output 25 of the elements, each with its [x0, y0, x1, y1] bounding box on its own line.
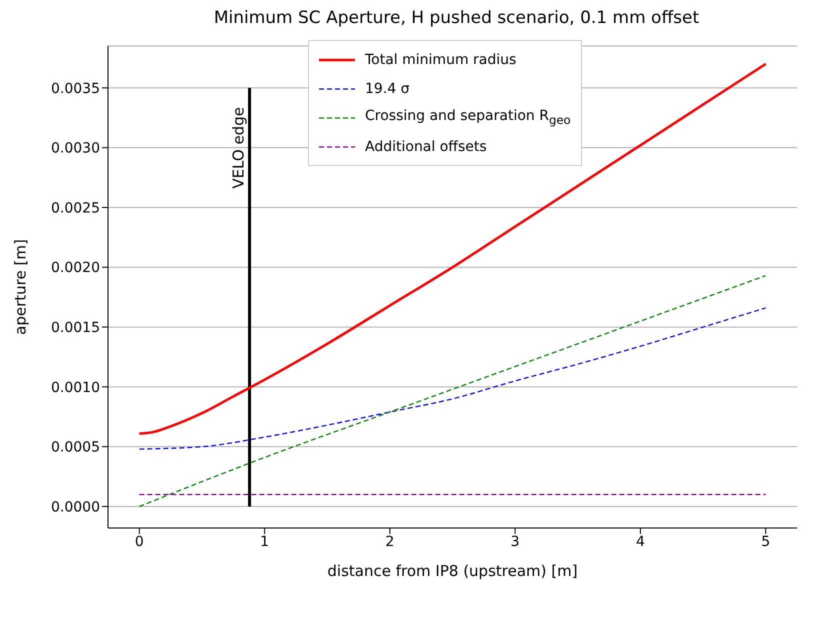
y-tick-label: 0.0015	[51, 320, 100, 336]
x-tick-label: 2	[385, 534, 394, 550]
legend-label: Total minimum radius	[365, 52, 516, 68]
y-tick-label: 0.0010	[51, 380, 100, 396]
legend-label: Crossing and separation R$_{geo}$	[365, 108, 571, 127]
y-axis-title: aperture [m]	[11, 239, 30, 335]
y-tick-label: 0.0020	[51, 260, 100, 276]
chart-title: Minimum SC Aperture, H pushed scenario, 0.1 mm offset	[212, 8, 700, 30]
line-series	[138, 307, 766, 450]
x-tick-label: 1	[260, 534, 270, 550]
y-tick-label: 0.0000	[51, 499, 100, 516]
x-tick-label: 3	[510, 534, 520, 550]
x-tick-label: 0	[134, 534, 144, 550]
y-tick-label: 0.0025	[51, 200, 100, 216]
line-series	[138, 275, 766, 508]
ref-line-label: VELO edge	[230, 107, 248, 189]
x-axis-title: distance from IP8 (upstream) [m]	[327, 562, 578, 580]
y-tick-label: 0.0035	[51, 80, 100, 97]
line-series	[138, 62, 767, 435]
y-tick-label: 0.0005	[51, 440, 100, 456]
legend-label: 19.4 σ	[365, 80, 410, 96]
x-tick-label: 5	[761, 534, 770, 550]
legend-label: Additional offsets	[365, 138, 487, 154]
x-tick-label: 4	[636, 534, 645, 550]
y-tick-label: 0.0030	[51, 140, 100, 157]
